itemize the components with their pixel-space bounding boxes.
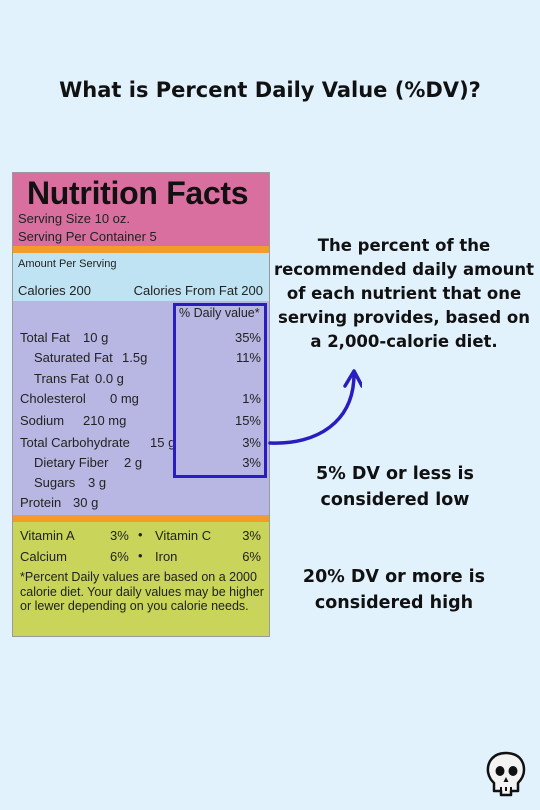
amount-per-serving: Amount Per Serving bbox=[18, 258, 117, 270]
bullet: • bbox=[138, 527, 143, 542]
vitamin-dv: 6% bbox=[110, 549, 129, 564]
vitamin-name: Calcium bbox=[20, 549, 67, 564]
vitamin-name: Vitamin A bbox=[20, 528, 75, 543]
divider-bar bbox=[13, 515, 269, 522]
nutrient-dv: 3% bbox=[242, 435, 261, 450]
nutrient-dv: 15% bbox=[234, 413, 261, 428]
nutrient-name: Sugars bbox=[34, 475, 76, 490]
serving-size: Serving Size 10 oz. bbox=[18, 211, 131, 226]
nutrient-amount: 0 mg bbox=[110, 391, 139, 406]
dv-definition: The percent of the recommended daily amo… bbox=[273, 236, 535, 351]
page-title: What is Percent Daily Value (%DV)? bbox=[59, 78, 481, 102]
nutrient-name: Cholesterol bbox=[20, 391, 86, 406]
servings-per-container: Serving Per Container 5 bbox=[18, 229, 157, 244]
nutrient-name: Sodium bbox=[20, 413, 65, 428]
curved-arrow-icon bbox=[268, 369, 362, 445]
vitamin-name: Vitamin C bbox=[155, 528, 212, 543]
nutrient-dv: 35% bbox=[234, 330, 261, 345]
vitamin-dv: 6% bbox=[242, 549, 261, 564]
nutrition-label: Nutrition Facts Serving Size 10 oz. Serv… bbox=[13, 173, 269, 636]
nutrient-amount: 15 g bbox=[150, 435, 176, 450]
calories-section: Amount Per Serving Calories 200 Calories… bbox=[13, 253, 269, 301]
daily-value-highlight bbox=[173, 303, 267, 478]
vitamins-section: Vitamin A 3% • Vitamin C 3% Calcium 6% •… bbox=[13, 522, 269, 636]
nutrient-name: Total Fat bbox=[20, 330, 70, 345]
nutrients-section: % Daily value* Total Fat 10 g 35% Satura… bbox=[13, 301, 269, 515]
nutrient-dv: 3% bbox=[242, 455, 261, 470]
nutrient-name: Saturated Fat bbox=[34, 350, 113, 365]
nutrient-amount: 10 g bbox=[83, 330, 109, 345]
nutrient-dv: 1% bbox=[242, 391, 261, 406]
bullet: • bbox=[138, 548, 143, 563]
label-header: Nutrition Facts Serving Size 10 oz. Serv… bbox=[13, 173, 269, 246]
calories: Calories 200 bbox=[18, 283, 91, 298]
calories-from-fat: Calories From Fat 200 bbox=[133, 283, 263, 298]
vitamin-dv: 3% bbox=[110, 528, 129, 543]
skull-icon bbox=[486, 751, 526, 797]
label-heading: Nutrition Facts bbox=[27, 175, 249, 211]
daily-value-header: % Daily value* bbox=[179, 306, 260, 320]
low-note: 5% DV or less is considered low bbox=[316, 464, 474, 510]
nutrient-amount: 0.0 g bbox=[95, 371, 124, 386]
label-footnote: *Percent Daily values are based on a 200… bbox=[20, 570, 264, 614]
nutrient-name: Dietary Fiber bbox=[34, 455, 109, 470]
divider-bar bbox=[13, 246, 269, 253]
nutrient-amount: 1.5g bbox=[122, 350, 148, 365]
nutrient-dv: 11% bbox=[235, 350, 261, 365]
vitamin-name: Iron bbox=[155, 549, 178, 564]
nutrient-amount: 210 mg bbox=[83, 413, 127, 428]
nutrient-amount: 2 g bbox=[124, 455, 143, 470]
vitamin-dv: 3% bbox=[242, 528, 261, 543]
nutrient-name: Total Carbohydrate bbox=[20, 435, 130, 450]
nutrient-name: Protein bbox=[20, 495, 62, 510]
nutrient-amount: 30 g bbox=[73, 495, 99, 510]
nutrient-name: Trans Fat bbox=[34, 371, 90, 386]
nutrient-amount: 3 g bbox=[88, 475, 107, 490]
high-note: 20% DV or more is considered high bbox=[302, 567, 486, 613]
